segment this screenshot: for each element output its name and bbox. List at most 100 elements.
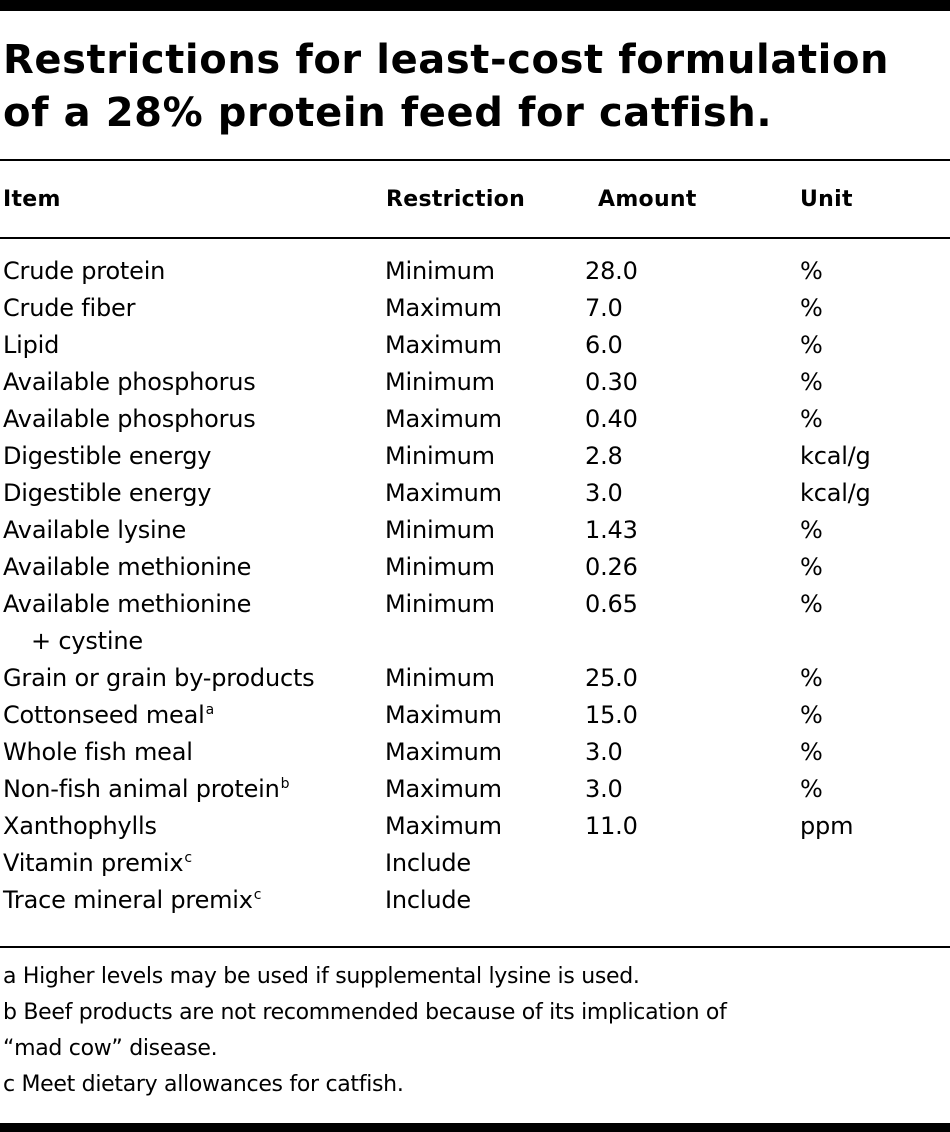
cell-unit: % xyxy=(800,368,823,396)
cell-item: Grain or grain by-products xyxy=(3,660,315,697)
table-row: Digestible energy Maximum 3.0 kcal/g xyxy=(0,475,950,512)
cell-amount: 0.40 xyxy=(585,405,638,433)
cell-unit: % xyxy=(800,294,823,322)
footnote-a: a Higher levels may be used if supplemen… xyxy=(3,964,640,989)
cell-restriction: Minimum xyxy=(385,257,495,285)
cell-amount: 3.0 xyxy=(585,479,623,507)
cell-unit: % xyxy=(800,701,823,729)
footnote-marker: c xyxy=(184,850,192,866)
cell-item: Crude protein xyxy=(3,253,166,290)
footnote-marker: c xyxy=(253,887,262,903)
cell-restriction: Minimum xyxy=(385,442,495,470)
table-row: Non-fish animal proteinb Maximum 3.0% xyxy=(0,771,950,808)
cell-amount: 0.30 xyxy=(585,368,638,396)
cell-amount: 0.65 xyxy=(585,590,638,618)
table-title: Restrictions for least-cost formulation … xyxy=(3,34,948,140)
item-label: Digestible energy xyxy=(3,479,212,507)
item-label: Grain or grain by-products xyxy=(3,664,315,692)
item-label: Digestible energy xyxy=(3,442,212,470)
table-row: Xanthophylls Maximum 11.0 ppm xyxy=(0,808,950,845)
cell-restriction: Maximum xyxy=(385,479,502,507)
table-row: Available methionine Minimum 0.26% xyxy=(0,549,950,586)
cell-amount: 1.43 xyxy=(585,516,638,544)
cell-item: Available methionine + cystine xyxy=(3,586,252,660)
cell-amount: 25.0 xyxy=(585,664,638,692)
table-row: Grain or grain by-products Minimum 25.0% xyxy=(0,660,950,697)
cell-amount: 7.0 xyxy=(585,294,623,322)
top-border-bar xyxy=(0,0,950,11)
item-label: Trace mineral premix xyxy=(3,886,253,914)
cell-item: Digestible energy xyxy=(3,475,212,512)
cell-item: Crude fiber xyxy=(3,290,136,327)
cell-item: Non-fish animal proteinb xyxy=(3,771,290,808)
cell-unit: % xyxy=(800,257,823,285)
cell-item: Cottonseed meala xyxy=(3,697,214,734)
cell-restriction: Minimum xyxy=(385,516,495,544)
table-row: Cottonseed meala Maximum 15.0% xyxy=(0,697,950,734)
table-row: Vitamin premixc Include xyxy=(0,845,950,882)
table-row: Available phosphorus Minimum 0.30% xyxy=(0,364,950,401)
item-label: Whole fish meal xyxy=(3,738,193,766)
item-label: Crude fiber xyxy=(3,294,136,322)
footnote-divider xyxy=(0,946,950,948)
cell-unit: % xyxy=(800,516,823,544)
cell-restriction: Maximum xyxy=(385,405,502,433)
table-row: Crude fiber Maximum 7.0% xyxy=(0,290,950,327)
cell-amount: 11.0 xyxy=(585,812,638,840)
item-label: Vitamin premix xyxy=(3,849,184,877)
cell-item: Available phosphorus xyxy=(3,364,257,401)
cell-unit: % xyxy=(800,553,823,581)
cell-item: Vitamin premixc xyxy=(3,845,192,882)
cell-amount: 2.8 xyxy=(585,442,623,470)
cell-item: Available phosphorus xyxy=(3,401,257,438)
item-label-continuation: + cystine xyxy=(31,627,143,655)
cell-restriction: Maximum xyxy=(385,701,502,729)
table-row: Available methionine + cystine Minimum 0.65… xyxy=(0,586,950,660)
table-row: Digestible energy Minimum 2.8 kcal/g xyxy=(0,438,950,475)
cell-unit: kcal/g xyxy=(800,442,871,470)
cell-unit: kcal/g xyxy=(800,479,871,507)
cell-item: Lipid xyxy=(3,327,60,364)
cell-amount: 3.0 xyxy=(585,738,623,766)
cell-restriction: Include xyxy=(385,886,471,914)
cell-item: Whole fish meal xyxy=(3,734,194,771)
header-divider xyxy=(0,237,950,239)
cell-restriction: Minimum xyxy=(385,553,495,581)
footnote-marker: b xyxy=(280,776,290,792)
cell-amount: 28.0 xyxy=(585,257,638,285)
cell-restriction: Include xyxy=(385,849,471,877)
cell-unit: % xyxy=(800,738,823,766)
cell-restriction: Maximum xyxy=(385,331,502,359)
item-label: Available lysine xyxy=(3,516,187,544)
table-row: Available lysine Minimum 1.43% xyxy=(0,512,950,549)
table-row: Trace mineral premixc Include xyxy=(0,882,950,919)
cell-amount: 3.0 xyxy=(585,775,623,803)
cell-item: Xanthophylls xyxy=(3,808,158,845)
cell-amount: 15.0 xyxy=(585,701,638,729)
title-line-2: of a 28% protein feed for catfish. xyxy=(3,90,773,136)
column-header-restriction: Restriction xyxy=(386,187,526,212)
footnotes: a Higher levels may be used if supplemen… xyxy=(3,959,948,1103)
footnote-b: b Beef products are not recommended beca… xyxy=(3,1000,727,1025)
title-line-1: Restrictions for least-cost formulation xyxy=(3,37,890,83)
cell-item: Available methionine xyxy=(3,549,252,586)
item-label: Xanthophylls xyxy=(3,812,157,840)
cell-restriction: Maximum xyxy=(385,294,502,322)
column-header-item: Item xyxy=(3,187,61,212)
footnote-marker: a xyxy=(205,702,215,718)
table-row: Available phosphorus Maximum 0.40% xyxy=(0,401,950,438)
cell-restriction: Maximum xyxy=(385,775,502,803)
table-body: Crude protein Minimum 28.0% Crude fiber Maxi… xyxy=(0,253,950,919)
item-label: Available phosphorus xyxy=(3,405,256,433)
table-row: Whole fish meal Maximum 3.0% xyxy=(0,734,950,771)
footnote-b-continued: “mad cow” disease. xyxy=(3,1036,218,1061)
item-label: Lipid xyxy=(3,331,60,359)
cell-restriction: Minimum xyxy=(385,590,495,618)
item-label: Cottonseed meal xyxy=(3,701,205,729)
item-label: Crude protein xyxy=(3,257,166,285)
cell-restriction: Maximum xyxy=(385,738,502,766)
item-label: Non-fish animal protein xyxy=(3,775,280,803)
cell-amount: 0.26 xyxy=(585,553,638,581)
table-row: Lipid Maximum 6.0% xyxy=(0,327,950,364)
cell-unit: % xyxy=(800,590,823,618)
